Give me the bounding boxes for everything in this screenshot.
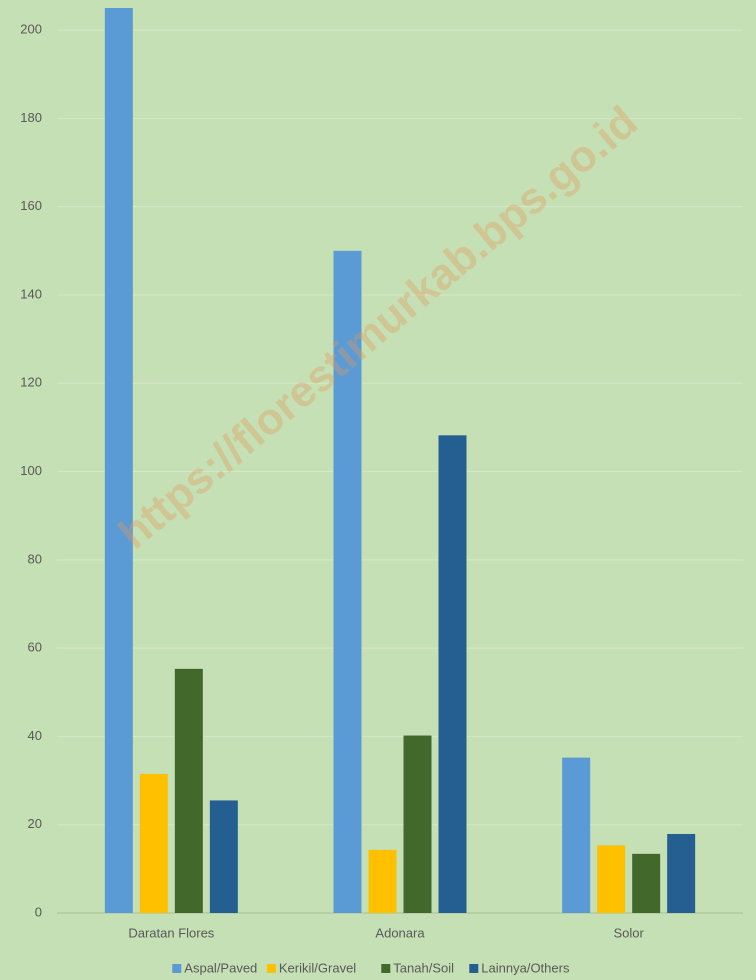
legend-swatch: [381, 964, 391, 973]
y-tick-label: 120: [20, 375, 42, 390]
bar: [597, 845, 626, 913]
legend-swatch: [469, 964, 479, 973]
legend-label: Tanah/Soil: [393, 960, 454, 975]
bar: [104, 8, 133, 913]
bar: [368, 849, 397, 913]
bar: [403, 735, 432, 913]
y-tick-label: 160: [20, 198, 42, 213]
y-tick-label: 200: [20, 22, 42, 37]
bar: [139, 773, 168, 913]
legend-label: Aspal/Paved: [184, 960, 257, 975]
y-tick-label: 40: [28, 728, 42, 743]
y-tick-label: 100: [20, 463, 42, 478]
bar: [209, 800, 238, 913]
y-tick-label: 20: [28, 816, 42, 831]
bar: [333, 250, 362, 913]
y-tick-label: 60: [28, 640, 42, 655]
legend-label: Lainnya/Others: [481, 960, 570, 975]
x-tick-label: Adonara: [375, 925, 425, 940]
plot-area: 0 20 40 60 80 100 120 140 160 180 200 Daratan Flore…: [20, 8, 743, 940]
legend-label: Kerikil/Gravel: [279, 960, 356, 975]
x-tick-label: Daratan Flores: [128, 925, 214, 940]
y-tick-label: 140: [20, 286, 42, 301]
y-tick-label: 80: [28, 551, 42, 566]
bar: [562, 757, 591, 913]
x-tick-label: Solor: [613, 925, 644, 940]
y-tick-label: 0: [35, 904, 42, 919]
legend-swatch: [266, 964, 276, 973]
bar: [632, 853, 661, 913]
bar: [438, 435, 467, 913]
legend-swatch: [172, 964, 182, 973]
bar: [174, 668, 203, 913]
bar: [667, 833, 696, 913]
y-tick-label: 180: [20, 110, 42, 125]
